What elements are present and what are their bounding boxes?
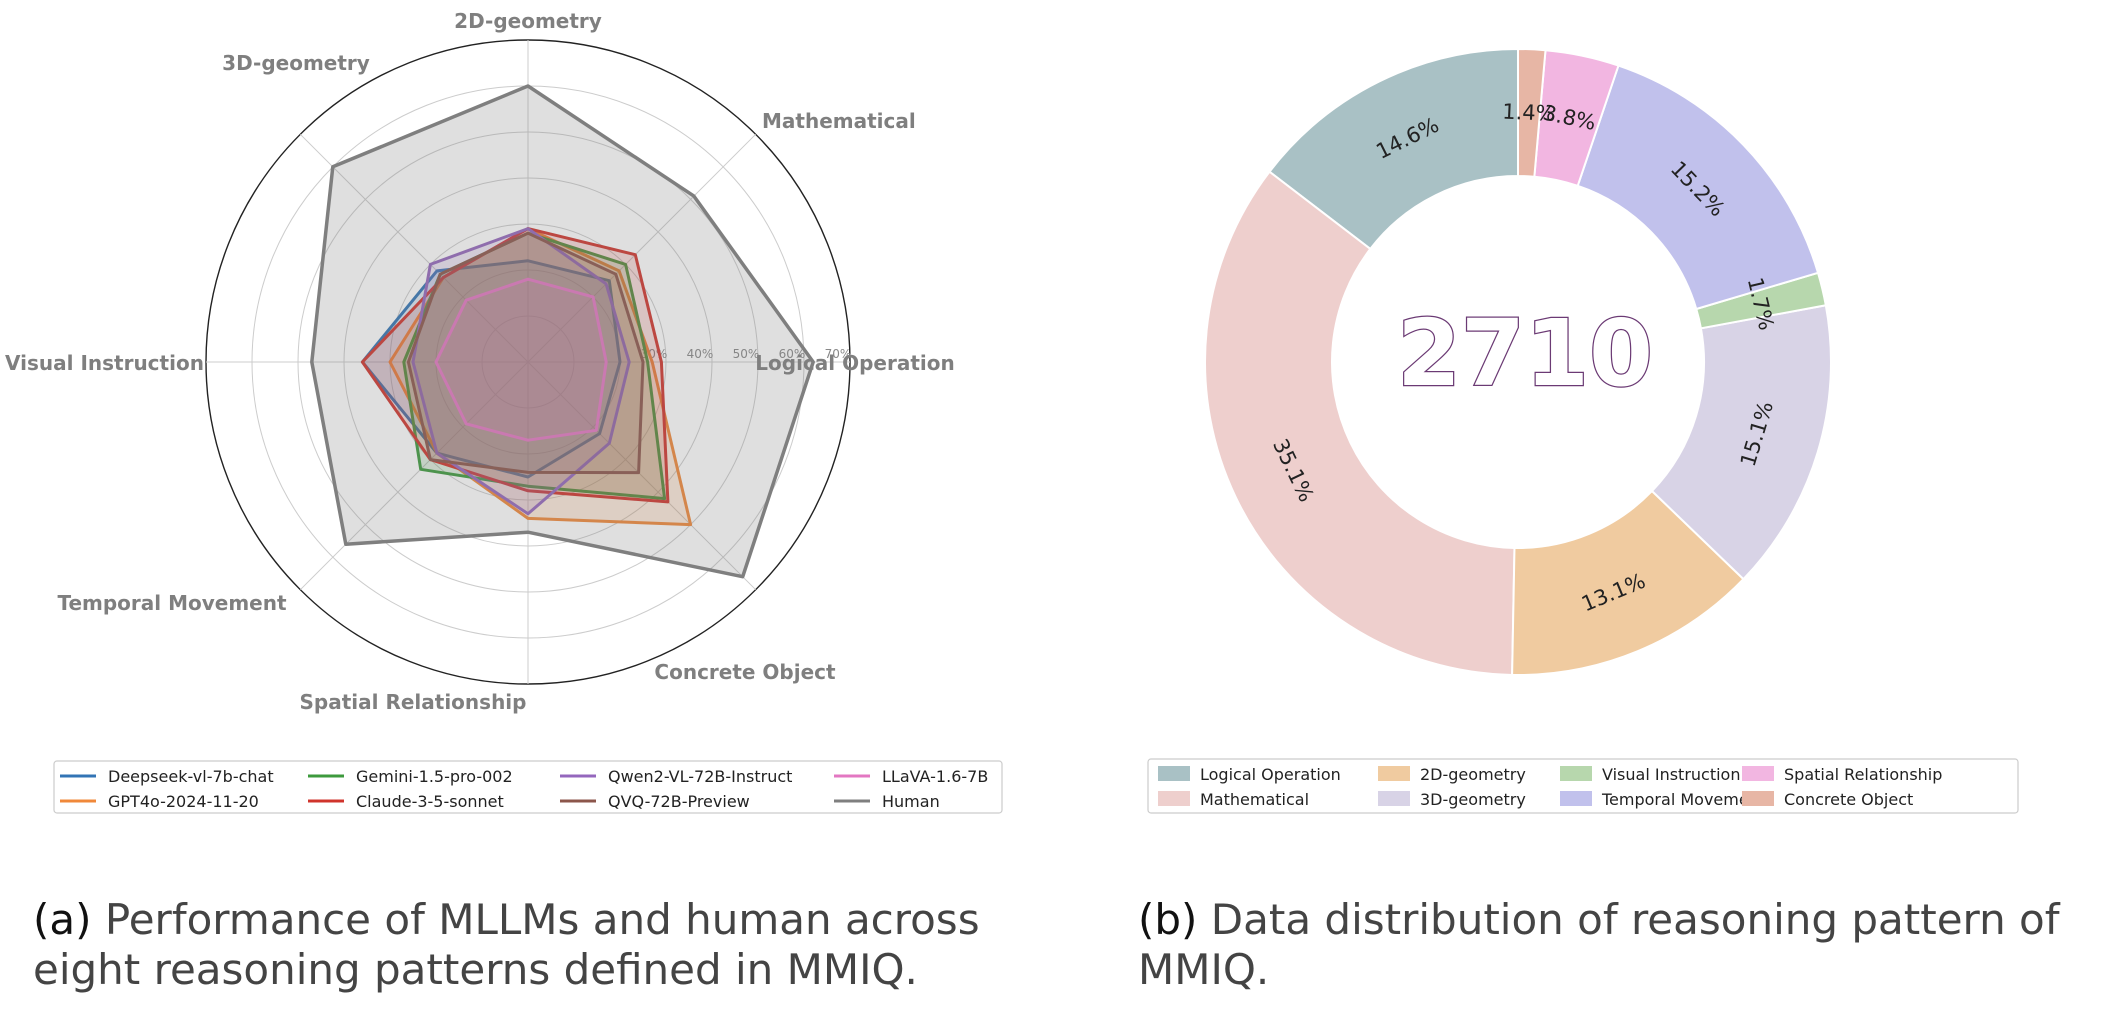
radar-legend-label: GPT4o-2024-11-20 [108, 792, 259, 811]
radar-category-temporal-movement: Temporal Movement [57, 591, 287, 615]
donut-legend-swatch [1742, 766, 1774, 781]
donut-legend-swatch [1158, 766, 1190, 781]
radar-category-2d-geometry: 2D-geometry [454, 9, 602, 33]
caption-a-tag: (a) [33, 895, 92, 944]
radar-category-concrete-object: Concrete Object [654, 660, 836, 684]
donut-legend-swatch [1560, 791, 1592, 806]
donut-slice-label: 1.4% [1502, 100, 1556, 126]
radar-tick-label: 70% [825, 347, 852, 361]
donut-chart: 14.6%35.1%13.1%15.1%1.7%15.2%3.8%1.4% 27… [1147, 47, 2019, 814]
donut-legend-swatch [1158, 791, 1190, 806]
caption-b: (b) Data distribution of reasoning patte… [1138, 895, 2118, 995]
radar-legend-label: Gemini-1.5-pro-002 [356, 767, 513, 786]
donut-legend: Logical Operation Mathematical 2D-geometry… [1147, 758, 2019, 814]
donut-slice-concrete-object [1517, 47, 1547, 178]
radar-legend-label: Deepseek-vl-7b-chat [108, 767, 274, 786]
radar-series [310, 84, 815, 579]
figure: 30% 40% 50% 60% 70% Logical OperationMathema… [5, 9, 2019, 814]
caption-b-text: Data distribution of reasoning pattern o… [1138, 895, 2060, 994]
radar-spoke [527, 133, 757, 363]
donut-legend-swatch [1560, 766, 1592, 781]
caption-a-text: Performance of MLLMs and human across ei… [33, 895, 980, 994]
radar-spoke [527, 361, 757, 591]
radar-category-3d-geometry: 3D-geometry [222, 51, 370, 75]
radar-tick-label: 50% [733, 347, 760, 361]
donut-legend-swatch [1742, 791, 1774, 806]
donut-slice-temporal-movement [1576, 64, 1820, 311]
radar-category-labels: Logical Operation Mathematical 2D-geometry… [5, 9, 955, 714]
radar-legend-label: QVQ-72B-Preview [608, 792, 750, 811]
radar-chart: 30% 40% 50% 60% 70% Logical OperationMathema… [5, 9, 1003, 814]
caption-a: (a) Performance of MLLMs and human acros… [33, 895, 1043, 995]
radar-legend-box [53, 760, 1003, 814]
radar-category-mathematical: Mathematical [762, 109, 916, 133]
donut-legend-box [1147, 758, 2019, 814]
radar-tick-label: 40% [687, 347, 714, 361]
donut-slice-mathematical [1204, 170, 1516, 676]
donut-slices [1204, 47, 1833, 676]
radar-legend-label: Human [882, 792, 940, 811]
radar-legend-label: Claude-3-5-sonnet [356, 792, 504, 811]
radar-tick-labels: 30% 40% 50% 60% 70% [641, 347, 852, 361]
radar-legend: Deepseek-vl-7b-chat GPT4o-2024-11-20 Gemin… [53, 760, 1003, 814]
radar-spoke [299, 361, 529, 591]
donut-legend-swatch [1378, 766, 1410, 781]
donut-legend-label: Logical Operation [1200, 765, 1341, 784]
radar-legend-label: Qwen2-VL-72B-Instruct [608, 767, 792, 786]
donut-legend-label: Temporal Movement [1601, 790, 1765, 809]
radar-series-human [310, 84, 815, 579]
radar-grid [205, 39, 851, 685]
radar-spoke [299, 133, 529, 363]
donut-slice-3d-geometry [1650, 304, 1833, 581]
donut-legend-label: Concrete Object [1784, 790, 1913, 809]
radar-category-visual-instruction: Visual Instruction [5, 351, 204, 375]
donut-legend-label: Mathematical [1200, 790, 1309, 809]
radar-tick-label: 60% [779, 347, 806, 361]
radar-category-spatial-relationship: Spatial Relationship [300, 690, 527, 714]
donut-legend-label: 3D-geometry [1420, 790, 1526, 809]
donut-legend-label: Spatial Relationship [1784, 765, 1942, 784]
caption-b-tag: (b) [1138, 895, 1198, 944]
donut-legend-swatch [1378, 791, 1410, 806]
donut-legend-label: Visual Instruction [1602, 765, 1740, 784]
radar-series-llava-1-6-7b [434, 277, 608, 442]
donut-center-total: 2710 [1397, 300, 1653, 407]
radar-legend-label: LLaVA-1.6-7B [882, 767, 988, 786]
radar-category-logical-operation: Logical Operation [755, 351, 954, 375]
donut-legend-label: 2D-geometry [1420, 765, 1526, 784]
